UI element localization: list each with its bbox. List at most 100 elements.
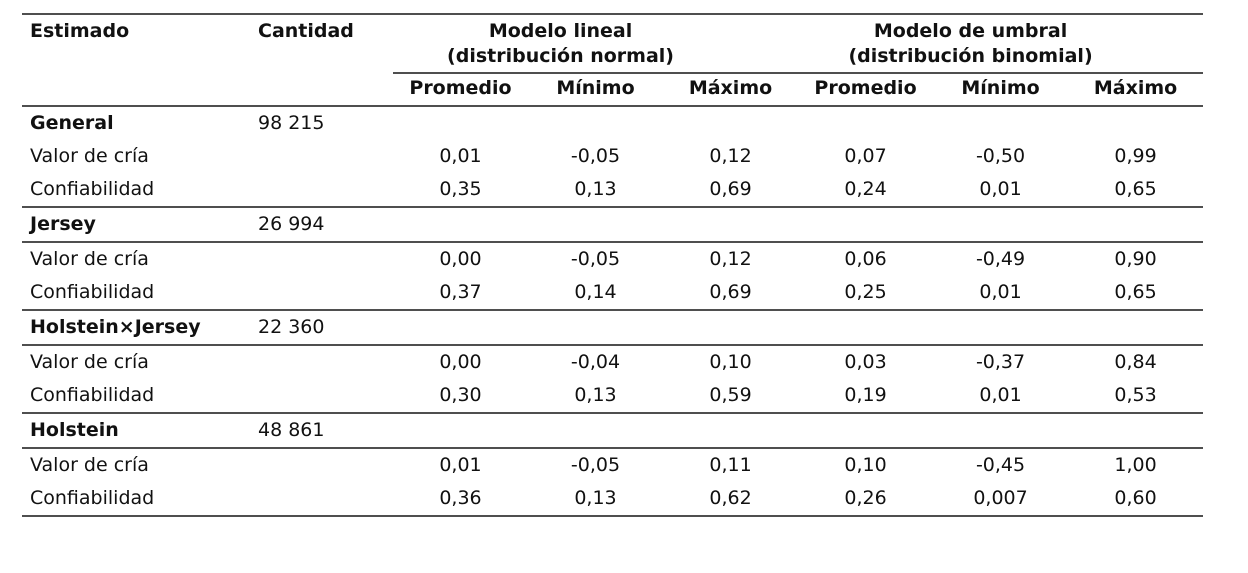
empty-cell (528, 413, 663, 448)
cell-value: 0,01 (439, 145, 482, 168)
empty-cell (798, 310, 933, 345)
empty-cell (242, 482, 393, 516)
table-row: Valor de cría 0,00 -0,05 0,12 0,06 -0,49 0,90 (22, 242, 1203, 276)
empty-cell (798, 106, 933, 140)
cell-value: -0,05 (570, 248, 621, 271)
cell-value: 0,25 (844, 281, 887, 304)
empty-cell (663, 310, 798, 345)
row-label: Confiabilidad (30, 384, 155, 407)
column-group-linear-model: Modelo lineal (distribución normal) (393, 14, 799, 75)
cell-value: -0,04 (570, 351, 621, 374)
empty-cell (393, 310, 528, 345)
group-count: 22 360 (258, 316, 325, 339)
cell-value: 0,12 (709, 145, 752, 168)
empty-cell (242, 379, 393, 413)
empty-cell (933, 207, 1068, 242)
header-row-stats: Promedio Mínimo Máximo Promedio Mínimo M… (22, 73, 1204, 108)
cell-value: 0,10 (709, 351, 752, 374)
cell-value: 0,01 (439, 454, 482, 477)
empty-cell (393, 207, 528, 242)
cell-value: 0,00 (439, 351, 482, 374)
table-header: Estimado Cantidad Modelo lineal (distrib… (22, 14, 1204, 108)
empty-cell (798, 207, 933, 242)
table-row: Confiabilidad 0,30 0,13 0,59 0,19 0,01 0,53 (22, 379, 1203, 413)
empty-cell (393, 106, 528, 140)
cell-value: 0,59 (709, 384, 752, 407)
cell-value: 0,35 (439, 178, 482, 201)
cell-value: 0,01 (979, 281, 1022, 304)
cell-value: 0,69 (709, 281, 752, 304)
empty-cell (1068, 207, 1203, 242)
cell-value: 0,007 (973, 487, 1028, 510)
empty-cell (1068, 106, 1203, 140)
row-label: Confiabilidad (30, 487, 155, 510)
group-count: 48 861 (258, 419, 325, 442)
header-row-groups: Estimado Cantidad Modelo lineal (distrib… (22, 14, 1204, 108)
group-header-row: Holstein 48 861 (22, 413, 1204, 449)
cell-value: 0,53 (1114, 384, 1157, 407)
cell-value: 0,03 (844, 351, 887, 374)
row-label: Valor de cría (30, 145, 149, 168)
cell-value: 0,65 (1114, 178, 1157, 201)
cell-value: 1,00 (1114, 454, 1157, 477)
cell-value: 0,12 (709, 248, 752, 271)
cell-value: 0,06 (844, 248, 887, 271)
threshold-model-subtitle: (distribución binomial) (848, 45, 1093, 68)
cell-value: 0,13 (574, 384, 617, 407)
empty-cell (933, 413, 1068, 448)
table-row: Confiabilidad 0,35 0,13 0,69 0,24 0,01 0,65 (22, 173, 1203, 207)
cell-value: -0,50 (975, 145, 1026, 168)
column-subheader-promedio-linear: Promedio (393, 73, 528, 108)
column-subheader-maximo-linear: Máximo (663, 73, 799, 108)
row-label: Valor de cría (30, 248, 149, 271)
empty-cell (528, 106, 663, 140)
cell-value: 0,84 (1114, 351, 1157, 374)
column-header-estimado: Estimado (22, 14, 242, 108)
linear-model-title: Modelo lineal (488, 20, 633, 42)
cell-value: 0,65 (1114, 281, 1157, 304)
column-subheader-minimo-threshold: Mínimo (933, 73, 1069, 108)
cell-value: 0,37 (439, 281, 482, 304)
table-body: General 98 215 Valor de cría 0,01 -0,05 0,12 0… (22, 106, 1204, 516)
empty-cell (242, 140, 393, 173)
group-count: 98 215 (258, 112, 325, 135)
column-subheader-minimo-linear: Mínimo (528, 73, 663, 108)
empty-cell (393, 413, 528, 448)
linear-model-subtitle: (distribución normal) (447, 45, 674, 68)
cell-value: 0,13 (574, 178, 617, 201)
row-label: Confiabilidad (30, 281, 155, 304)
empty-cell (528, 310, 663, 345)
group-name: General (30, 112, 114, 135)
group-name: Holstein×Jersey (30, 316, 201, 339)
table-row: Valor de cría 0,01 -0,05 0,11 0,10 -0,45 1,00 (22, 448, 1203, 482)
cell-value: 0,30 (439, 384, 482, 407)
cell-value: -0,45 (975, 454, 1026, 477)
empty-cell (933, 310, 1068, 345)
group-header-row: Holstein×Jersey 22 360 (22, 310, 1204, 346)
row-label: Valor de cría (30, 351, 149, 374)
cell-value: -0,05 (570, 145, 621, 168)
empty-cell (663, 106, 798, 140)
cell-value: -0,05 (570, 454, 621, 477)
cell-value: 0,07 (844, 145, 887, 168)
empty-cell (528, 207, 663, 242)
empty-cell (933, 106, 1068, 140)
cell-value: 0,60 (1114, 487, 1157, 510)
cell-value: 0,14 (574, 281, 617, 304)
cell-value: -0,37 (975, 351, 1026, 374)
empty-cell (242, 242, 393, 276)
empty-cell (663, 413, 798, 448)
table-row: Confiabilidad 0,36 0,13 0,62 0,26 0,007 0,60 (22, 482, 1203, 516)
empty-cell (1068, 413, 1203, 448)
row-label: Confiabilidad (30, 178, 155, 201)
results-table: Estimado Cantidad Modelo lineal (distrib… (22, 13, 1204, 518)
column-subheader-promedio-threshold: Promedio (798, 73, 934, 108)
cell-value: 0,99 (1114, 145, 1157, 168)
cell-value: 0,62 (709, 487, 752, 510)
group-name: Jersey (30, 213, 96, 236)
table-row: Valor de cría 0,00 -0,04 0,10 0,03 -0,37 0,84 (22, 345, 1203, 379)
table-row: Valor de cría 0,01 -0,05 0,12 0,07 -0,50 0,99 (22, 140, 1203, 173)
table-row: Confiabilidad 0,37 0,14 0,69 0,25 0,01 0,65 (22, 276, 1203, 310)
cell-value: 0,13 (574, 487, 617, 510)
empty-cell (242, 448, 393, 482)
